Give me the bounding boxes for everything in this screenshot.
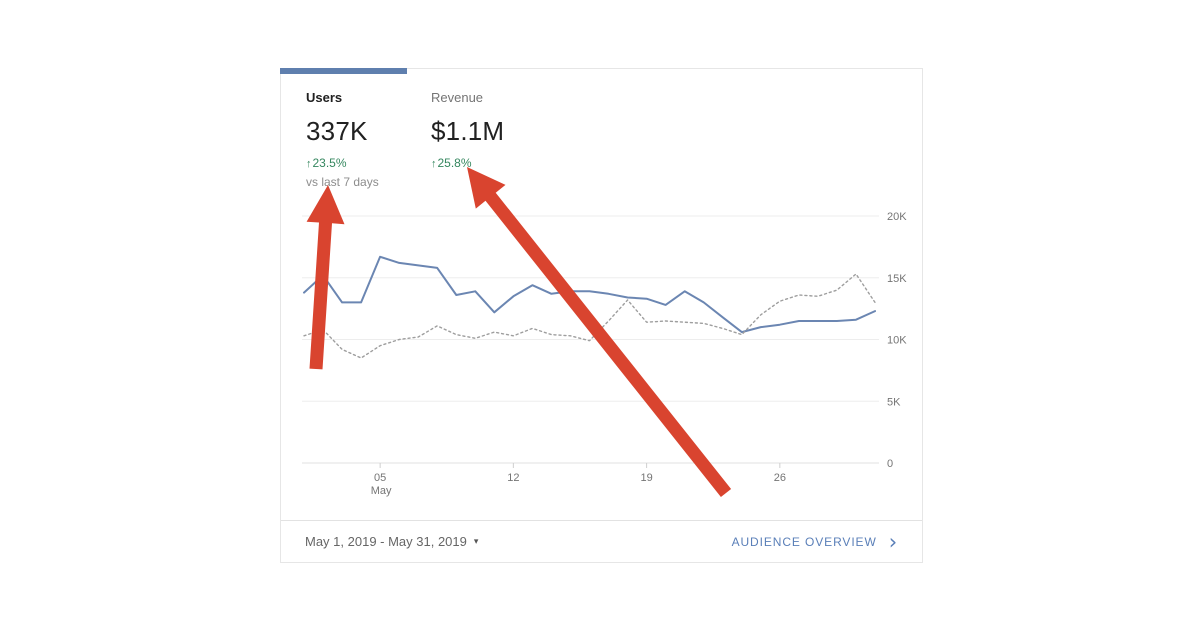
revenue-label: Revenue [431,90,484,105]
date-range-text: May 1, 2019 - May 31, 2019 [305,534,467,549]
users-value: 337K [306,116,368,146]
caret-down-icon: ▾ [473,536,479,546]
up-arrow-icon: ↑ [431,158,437,170]
svg-text:05: 05 [374,472,386,484]
revenue-value: $1.1M [431,116,505,146]
svg-text:10K: 10K [887,335,907,347]
chevron-right-icon: › [888,529,898,554]
card-footer: May 1, 2019 - May 31, 2019 ▾ AUDIENCE OV… [281,520,922,562]
metric-tab-users[interactable]: Users 337K ↑23.5% vs last 7 days [306,90,431,190]
users-delta-value: 23.5% [312,156,347,170]
svg-text:20K: 20K [887,211,907,223]
svg-text:0: 0 [887,458,893,470]
metric-header: Users 337K ↑23.5% vs last 7 days Revenue… [306,90,556,190]
analytics-overview-card: Users 337K ↑23.5% vs last 7 days Revenue… [280,68,923,563]
svg-text:5K: 5K [887,396,901,408]
audience-overview-link[interactable]: AUDIENCE OVERVIEW › [731,529,898,554]
svg-text:26: 26 [774,472,786,484]
metric-tab-revenue[interactable]: Revenue $1.1M ↑25.8% [431,91,556,189]
date-range-selector[interactable]: May 1, 2019 - May 31, 2019 ▾ [305,534,478,549]
up-arrow-icon: ↑ [306,158,312,170]
audience-overview-label: AUDIENCE OVERVIEW [731,534,877,549]
revenue-delta: ↑25.8% [431,156,556,170]
revenue-delta-value: 25.8% [437,156,472,170]
users-delta: ↑23.5% [306,156,431,170]
svg-text:12: 12 [507,472,519,484]
svg-text:May: May [371,485,392,497]
svg-text:19: 19 [640,472,652,484]
users-label: Users [306,90,343,105]
selected-tab-indicator [280,68,407,74]
svg-text:15K: 15K [887,273,907,285]
